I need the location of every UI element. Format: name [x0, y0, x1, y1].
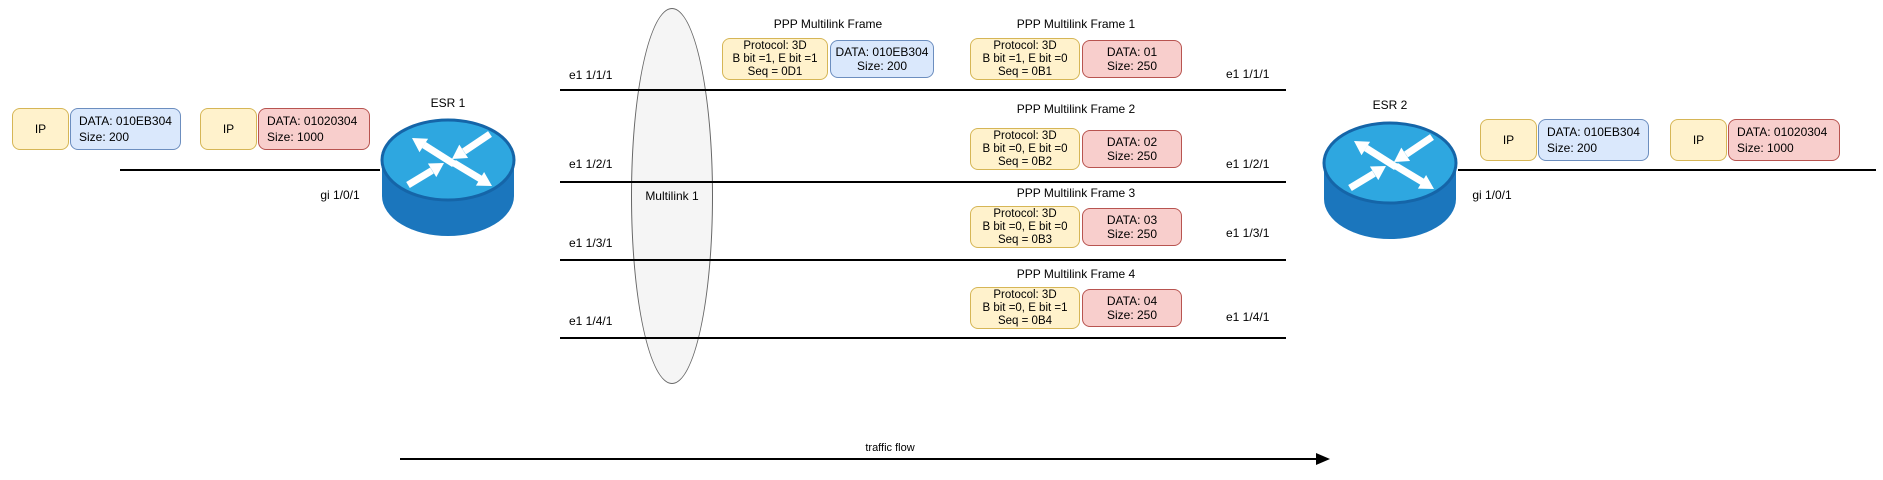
e1-link-line-2	[560, 181, 1286, 183]
size-line: Size: 250	[1106, 59, 1158, 73]
seq-line: Seq = 0B1	[997, 66, 1053, 78]
multilink-label: Multilink 1	[645, 189, 699, 203]
seq-line: Seq = 0B4	[997, 315, 1053, 327]
e1-left-label-1: e1 1/1/1	[569, 68, 613, 82]
seq-line: Seq = 0B2	[997, 156, 1053, 168]
ip-header-box: IP	[1670, 119, 1727, 161]
data-line: DATA: 04	[1106, 294, 1158, 308]
ip-header-box: IP	[12, 108, 69, 150]
frame-protocol-box-2: Protocol: 3D B bit =0, E bit =0 Seq = 0B…	[970, 128, 1080, 170]
packet-right-2: IP DATA: 01020304 Size: 1000	[1670, 119, 1840, 161]
e1-left-label-3: e1 1/3/1	[569, 236, 613, 250]
access-line-esr2	[1458, 169, 1876, 171]
frame-title-1: PPP Multilink Frame 1	[1016, 17, 1136, 31]
e1-link-line-1	[560, 89, 1286, 91]
frame-data-box-3: DATA: 03 Size: 250	[1082, 208, 1182, 246]
data-line: DATA: 010EB304	[835, 45, 929, 59]
traffic-flow-arrow	[400, 458, 1318, 460]
data-line: DATA: 010EB304	[1547, 125, 1640, 139]
e1-right-label-1: e1 1/1/1	[1226, 67, 1270, 81]
bits-line: B bit =0, E bit =0	[982, 221, 1068, 233]
packet-right-1: IP DATA: 010EB304 Size: 200	[1480, 119, 1649, 161]
interface-label-gi-esr2: gi 1/0/1	[1472, 188, 1512, 202]
data-line: DATA: 01020304	[1737, 125, 1828, 139]
router-name-esr1: ESR 1	[430, 96, 466, 110]
e1-right-label-3: e1 1/3/1	[1226, 226, 1270, 240]
traffic-flow-label: traffic flow	[865, 442, 915, 454]
bits-line: B bit =1, E bit =1	[732, 53, 818, 65]
ip-label: IP	[1502, 133, 1515, 147]
protocol-line: Protocol: 3D	[993, 289, 1057, 301]
protocol-line: Protocol: 3D	[993, 208, 1057, 220]
frame-title-0: PPP Multilink Frame	[773, 17, 883, 31]
frame-data-box-0: DATA: 010EB304 Size: 200	[830, 40, 934, 78]
e1-left-label-2: e1 1/2/1	[569, 157, 613, 171]
protocol-line: Protocol: 3D	[743, 40, 807, 52]
data-line: DATA: 03	[1106, 213, 1158, 227]
frame-data-box-2: DATA: 02 Size: 250	[1082, 130, 1182, 168]
router-name-esr2: ESR 2	[1372, 98, 1408, 112]
frame-title-2: PPP Multilink Frame 2	[1016, 102, 1136, 116]
size-line: Size: 250	[1106, 308, 1158, 322]
e1-left-label-4: e1 1/4/1	[569, 314, 613, 328]
frame-protocol-box-0: Protocol: 3D B bit =1, E bit =1 Seq = 0D…	[722, 38, 828, 80]
data-line: DATA: 01	[1106, 45, 1158, 59]
data-payload-box: DATA: 01020304 Size: 1000	[258, 108, 370, 150]
data-payload-box: DATA: 01020304 Size: 1000	[1728, 119, 1840, 161]
ip-label: IP	[34, 122, 47, 136]
size-line: Size: 1000	[1737, 141, 1794, 155]
data-line: DATA: 02	[1106, 135, 1158, 149]
packet-left-1: IP DATA: 010EB304 Size: 200	[12, 108, 181, 150]
seq-line: Seq = 0B3	[997, 234, 1053, 246]
interface-label-gi-esr1: gi 1/0/1	[320, 188, 360, 202]
data-payload-box: DATA: 010EB304 Size: 200	[70, 108, 181, 150]
size-line: Size: 250	[1106, 227, 1158, 241]
ip-header-box: IP	[1480, 119, 1537, 161]
frame-data-box-1: DATA: 01 Size: 250	[1082, 40, 1182, 78]
data-payload-box: DATA: 010EB304 Size: 200	[1538, 119, 1649, 161]
frame-title-4: PPP Multilink Frame 4	[1016, 267, 1136, 281]
ip-label: IP	[222, 122, 235, 136]
e1-link-line-3	[560, 259, 1286, 261]
access-line-esr1	[120, 169, 380, 171]
e1-link-line-4	[560, 337, 1286, 339]
router-esr2-icon	[1320, 115, 1460, 245]
ip-header-box: IP	[200, 108, 257, 150]
e1-right-label-4: e1 1/4/1	[1226, 310, 1270, 324]
multilink-bundle-ellipse: Multilink 1	[631, 8, 713, 384]
router-esr1-icon	[378, 112, 518, 242]
protocol-line: Protocol: 3D	[993, 40, 1057, 52]
frame-data-box-4: DATA: 04 Size: 250	[1082, 289, 1182, 327]
protocol-line: Protocol: 3D	[993, 130, 1057, 142]
size-line: Size: 250	[1106, 149, 1158, 163]
packet-left-2: IP DATA: 01020304 Size: 1000	[200, 108, 370, 150]
traffic-flow-arrowhead-icon	[1316, 453, 1330, 465]
size-line: Size: 200	[1547, 141, 1598, 155]
size-line: Size: 200	[856, 59, 908, 73]
frame-protocol-box-3: Protocol: 3D B bit =0, E bit =0 Seq = 0B…	[970, 206, 1080, 248]
bits-line: B bit =0, E bit =0	[982, 143, 1068, 155]
bits-line: B bit =0, E bit =1	[982, 302, 1068, 314]
bits-line: B bit =1, E bit =0	[982, 53, 1068, 65]
frame-title-3: PPP Multilink Frame 3	[1016, 186, 1136, 200]
e1-right-label-2: e1 1/2/1	[1226, 157, 1270, 171]
size-line: Size: 1000	[267, 130, 324, 144]
seq-line: Seq = 0D1	[747, 66, 803, 78]
frame-protocol-box-4: Protocol: 3D B bit =0, E bit =1 Seq = 0B…	[970, 287, 1080, 329]
data-line: DATA: 010EB304	[79, 114, 172, 128]
data-line: DATA: 01020304	[267, 114, 358, 128]
frame-protocol-box-1: Protocol: 3D B bit =1, E bit =0 Seq = 0B…	[970, 38, 1080, 80]
size-line: Size: 200	[79, 130, 130, 144]
ip-label: IP	[1692, 133, 1705, 147]
